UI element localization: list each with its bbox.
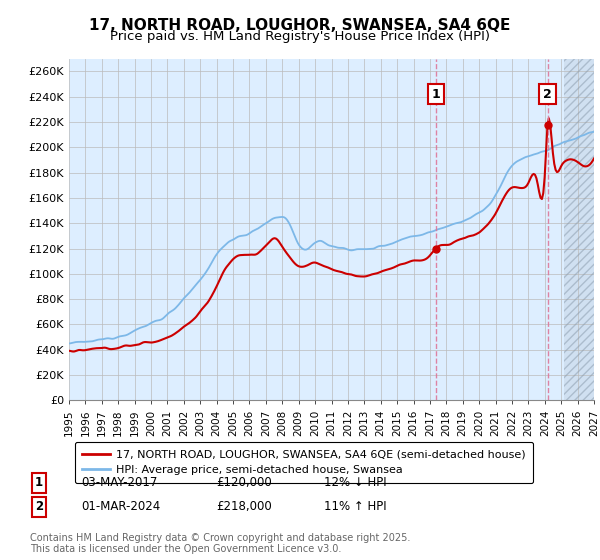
Text: 1: 1	[431, 88, 440, 101]
Text: 11% ↑ HPI: 11% ↑ HPI	[324, 500, 386, 514]
Text: 2: 2	[543, 88, 552, 101]
Legend: 17, NORTH ROAD, LOUGHOR, SWANSEA, SA4 6QE (semi-detached house), HPI: Average pr: 17, NORTH ROAD, LOUGHOR, SWANSEA, SA4 6Q…	[74, 442, 533, 483]
Text: 1: 1	[35, 476, 43, 489]
Bar	[564, 59, 594, 400]
Bar	[564, 59, 594, 400]
Text: Contains HM Land Registry data © Crown copyright and database right 2025.
This d: Contains HM Land Registry data © Crown c…	[30, 533, 410, 554]
Text: £218,000: £218,000	[216, 500, 272, 514]
Text: 01-MAR-2024: 01-MAR-2024	[81, 500, 160, 514]
Text: 03-MAY-2017: 03-MAY-2017	[81, 476, 157, 489]
Text: 2: 2	[35, 500, 43, 514]
Text: 12% ↓ HPI: 12% ↓ HPI	[324, 476, 386, 489]
Text: Price paid vs. HM Land Registry's House Price Index (HPI): Price paid vs. HM Land Registry's House …	[110, 30, 490, 43]
Text: 17, NORTH ROAD, LOUGHOR, SWANSEA, SA4 6QE: 17, NORTH ROAD, LOUGHOR, SWANSEA, SA4 6Q…	[89, 18, 511, 32]
Text: £120,000: £120,000	[216, 476, 272, 489]
